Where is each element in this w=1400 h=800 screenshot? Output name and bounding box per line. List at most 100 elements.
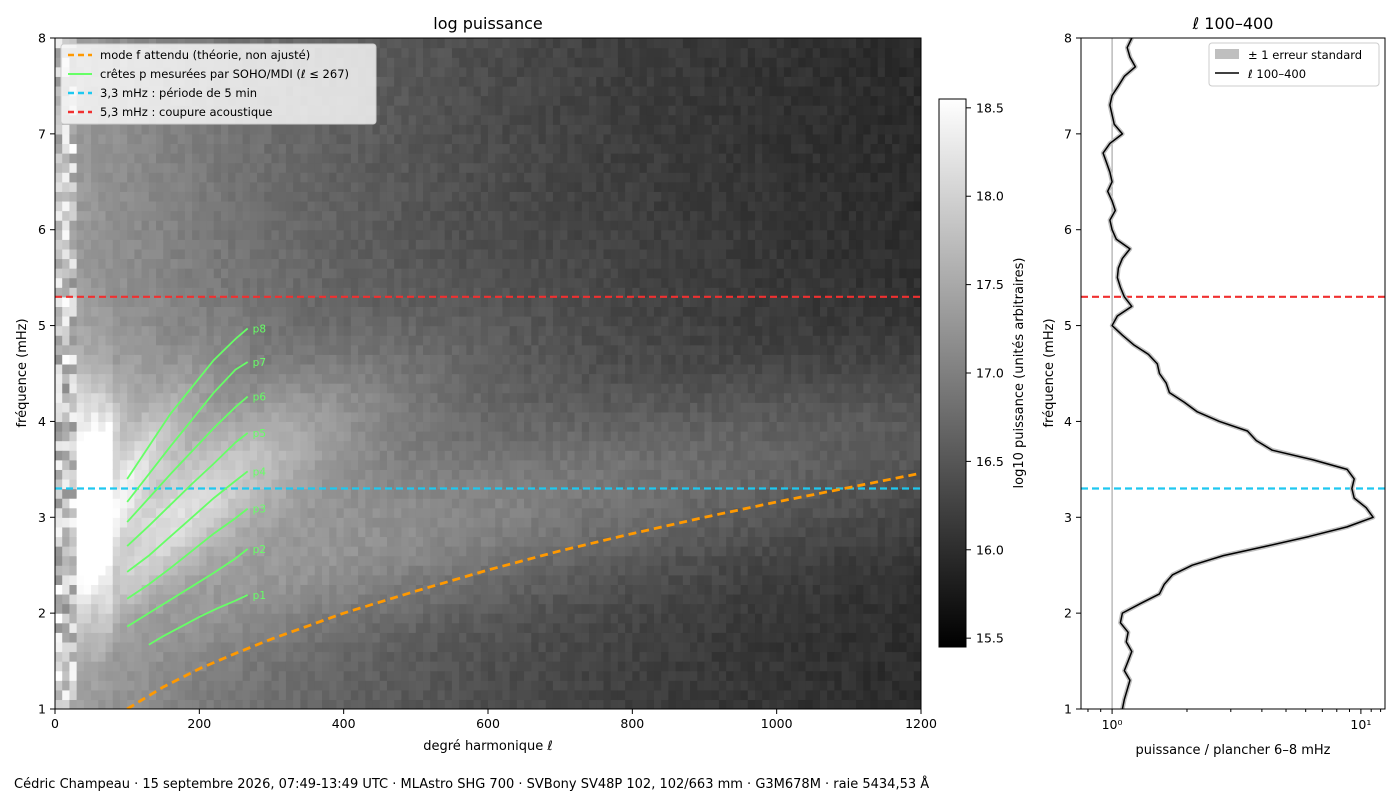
heatmap-cell: [538, 498, 547, 509]
heatmap-cell: [401, 613, 410, 624]
heatmap-cell: [300, 153, 309, 164]
heatmap-cell: [199, 315, 208, 327]
heatmap-cell: [249, 431, 258, 442]
heatmap-cell: [76, 143, 85, 154]
heatmap-cell: [322, 699, 330, 709]
heatmap-cell: [242, 411, 251, 423]
heatmap-cell: [502, 622, 511, 633]
heatmap-cell: [480, 181, 489, 192]
heatmap-cell: [55, 498, 63, 509]
heatmap-cell: [213, 248, 222, 260]
heatmap-cell: [365, 450, 374, 461]
heatmap-cell: [401, 124, 410, 135]
heatmap-cell: [379, 258, 388, 269]
heatmap-cell: [285, 306, 294, 317]
heatmap-cell: [69, 431, 78, 442]
heatmap-cell: [451, 114, 460, 125]
heatmap-cell: [300, 507, 309, 518]
heatmap-cell: [365, 584, 374, 595]
heatmap-cell: [401, 593, 410, 605]
heatmap-cell: [285, 622, 294, 633]
heatmap-cell: [235, 603, 244, 614]
heatmap-cell: [307, 402, 316, 413]
heatmap-cell: [83, 632, 92, 643]
heatmap-cell: [278, 450, 287, 461]
heatmap-cell: [228, 210, 237, 221]
heatmap-cell: [524, 143, 532, 154]
heatmap-cell: [358, 38, 366, 49]
heatmap-cell: [192, 546, 200, 557]
heatmap-cell: [423, 277, 431, 288]
heatmap-cell: [408, 622, 417, 633]
heatmap-cell: [480, 354, 489, 365]
heatmap-cell: [552, 181, 561, 192]
heatmap-cell: [386, 57, 395, 68]
heatmap-cell: [401, 450, 410, 461]
heatmap-cell: [249, 200, 258, 212]
heatmap-cell: [516, 306, 525, 317]
heatmap-cell: [473, 488, 482, 499]
heatmap-cell: [480, 306, 489, 317]
heatmap-cell: [213, 172, 222, 183]
heatmap-cell: [264, 651, 273, 662]
heatmap-cell: [560, 593, 568, 605]
heatmap-cell: [300, 680, 309, 691]
heatmap-cell: [220, 153, 229, 164]
heatmap-cell: [480, 66, 489, 77]
heatmap-cell: [206, 363, 215, 375]
heatmap-cell: [386, 450, 395, 461]
heatmap-cell: [516, 38, 525, 49]
heatmap-cell: [524, 661, 532, 672]
heatmap-cell: [358, 220, 366, 231]
heatmap-cell: [444, 488, 453, 499]
heatmap-cell: [552, 689, 561, 701]
heatmap-cell: [531, 344, 540, 355]
heatmap-cell: [545, 603, 554, 614]
heatmap-cell: [105, 574, 114, 585]
heatmap-cell: [372, 335, 381, 346]
heatmap-cell: [55, 392, 63, 403]
heatmap-cell: [177, 200, 186, 212]
heatmap-cell: [336, 478, 345, 490]
heatmap-cell: [401, 574, 410, 585]
heatmap-cell: [148, 153, 157, 164]
heatmap-cell: [199, 402, 208, 413]
heatmap-cell: [257, 478, 265, 490]
heatmap-cell: [401, 210, 410, 221]
heatmap-cell: [55, 507, 63, 518]
heatmap-cell: [329, 421, 338, 432]
heatmap-cell: [271, 268, 280, 279]
heatmap-cell: [314, 181, 323, 192]
heatmap-cell: [206, 191, 215, 202]
heatmap-cell: [466, 680, 475, 691]
heatmap-cell: [293, 229, 301, 240]
heatmap-cell: [524, 172, 532, 183]
heatmap-cell: [249, 143, 258, 154]
heatmap-cell: [473, 450, 482, 461]
heatmap-cell: [415, 517, 424, 528]
heatmap-cell: [336, 344, 345, 355]
heatmap-cell: [336, 584, 345, 595]
heatmap-cell: [336, 181, 345, 192]
heatmap-cell: [531, 220, 540, 231]
heatmap-cell: [401, 670, 410, 681]
heatmap-cell: [105, 38, 114, 39]
heatmap-cell: [365, 363, 374, 375]
heatmap-cell: [192, 162, 200, 173]
heatmap-cell: [408, 431, 417, 442]
heatmap-cell: [156, 354, 164, 365]
heatmap-cell: [119, 392, 128, 403]
heatmap-cell: [336, 402, 345, 413]
heatmap-cell: [257, 392, 265, 403]
heatmap-cell: [119, 383, 128, 394]
heatmap-cell: [343, 574, 352, 585]
heatmap-cell: [156, 450, 164, 461]
heatmap-cell: [379, 38, 388, 49]
heatmap-cell: [213, 526, 222, 538]
heatmap-cell: [466, 95, 475, 106]
heatmap-cell: [415, 277, 424, 288]
heatmap-cell: [423, 411, 431, 423]
heatmap-cell: [524, 38, 532, 49]
heatmap-cell: [307, 488, 316, 499]
heatmap-cell: [278, 220, 287, 231]
